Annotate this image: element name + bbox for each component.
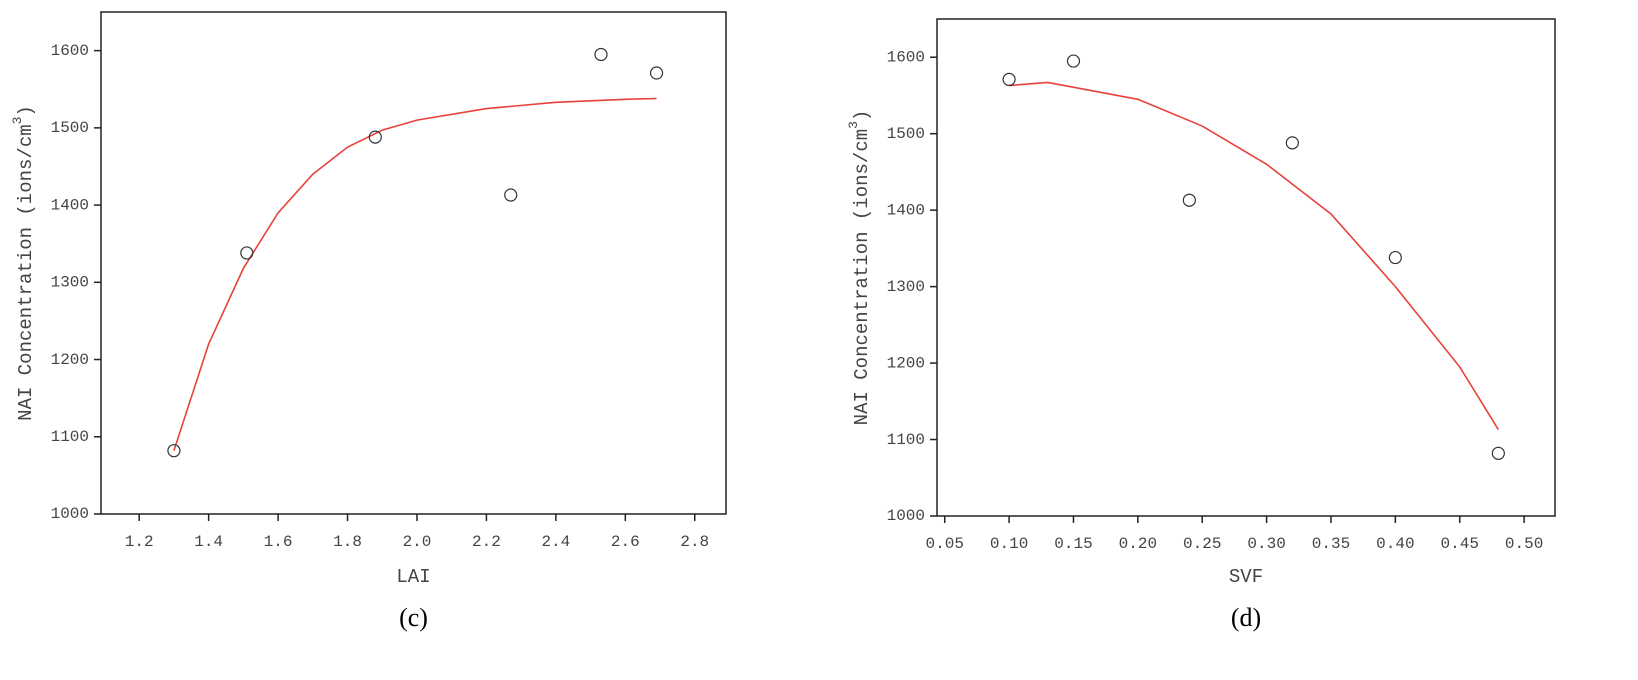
y-tick-label: 1200 [51, 351, 89, 369]
x-tick-label: 2.4 [541, 533, 570, 551]
y-tick-label: 1100 [51, 428, 89, 446]
data-point [504, 188, 518, 202]
y-axis-label-main: NAI Concentration (ions/cm [851, 129, 873, 425]
x-tick-label: 0.40 [1376, 535, 1414, 553]
y-tick-label: 1300 [887, 278, 925, 296]
data-point [594, 47, 608, 62]
x-tick-label: 0.15 [1054, 535, 1092, 553]
plot-frame [936, 18, 1556, 517]
y-axis-label-sup: 3 [10, 117, 25, 125]
caption: (c) [399, 603, 428, 632]
x-tick-label: 0.20 [1119, 535, 1157, 553]
y-tick-label: 1500 [887, 125, 925, 143]
data-point [368, 130, 382, 144]
data-point [167, 444, 181, 458]
x-tick-label: 1.8 [333, 533, 362, 551]
y-tick-label: 1100 [887, 431, 925, 449]
caption: (d) [1231, 603, 1261, 632]
x-tick-label: 1.6 [264, 533, 293, 551]
x-tick-label: 2.8 [680, 533, 709, 551]
x-axis-label: LAI [396, 566, 430, 588]
y-axis-label-end: ) [15, 105, 37, 116]
y-axis-label-end: ) [851, 110, 873, 121]
y-tick-label: 1600 [51, 42, 89, 60]
fit-curve [173, 97, 657, 451]
data-point [1182, 193, 1196, 207]
y-axis-label-sup: 3 [846, 121, 861, 129]
data-point [1388, 250, 1402, 265]
y-tick-label: 1000 [51, 505, 89, 523]
x-tick-label: 0.50 [1505, 535, 1543, 553]
y-axis-label: NAI Concentration (ions/cm3) [846, 110, 873, 426]
y-axis-label: NAI Concentration (ions/cm3) [10, 105, 37, 421]
data-point [1285, 136, 1299, 150]
x-tick-label: 1.4 [194, 533, 223, 551]
data-point [1002, 72, 1016, 87]
y-tick-label: 1200 [887, 354, 925, 372]
y-tick-label: 1400 [51, 196, 89, 214]
y-tick-label: 1000 [887, 507, 925, 525]
y-tick-label: 1400 [887, 201, 925, 219]
y-tick-label: 1600 [887, 48, 925, 66]
x-tick-label: 0.10 [990, 535, 1028, 553]
data-point [1066, 54, 1081, 68]
x-tick-label: 2.2 [472, 533, 501, 551]
x-tick-label: 0.45 [1441, 535, 1479, 553]
x-tick-label: 0.35 [1312, 535, 1350, 553]
y-tick-label: 1500 [51, 119, 89, 137]
x-tick-label: 1.2 [125, 533, 154, 551]
x-tick-label: 0.05 [926, 535, 964, 553]
y-axis-label-main: NAI Concentration (ions/cm [15, 124, 37, 420]
x-tick-label: 0.25 [1183, 535, 1221, 553]
data-point [240, 246, 254, 260]
plot-frame [100, 11, 727, 515]
x-tick-label: 2.0 [403, 533, 432, 551]
data-point [649, 66, 664, 80]
x-tick-label: 2.6 [611, 533, 640, 551]
fit-curve [1009, 81, 1500, 431]
data-point [1491, 446, 1505, 460]
x-tick-label: 0.30 [1247, 535, 1285, 553]
x-axis-label: SVF [1229, 566, 1263, 588]
y-tick-label: 1300 [51, 274, 89, 292]
